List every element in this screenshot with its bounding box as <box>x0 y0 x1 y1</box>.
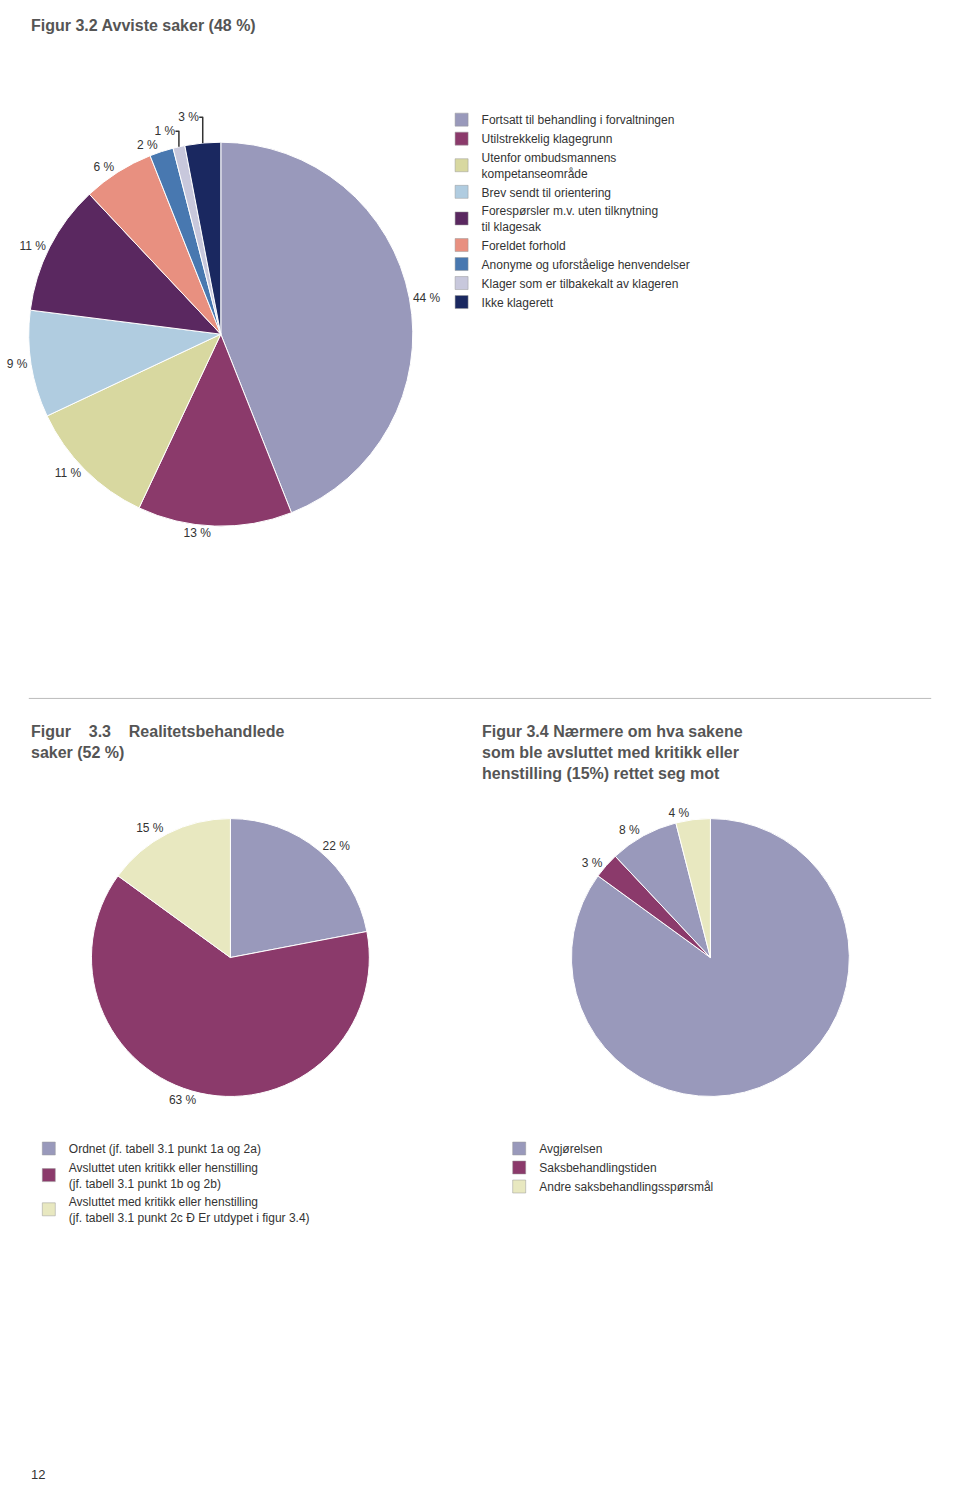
svg-text:4 %: 4 % <box>668 806 689 820</box>
svg-text:22 %: 22 % <box>322 839 350 853</box>
svg-text:Utilstrekkelig klagegrunn: Utilstrekkelig klagegrunn <box>482 132 613 146</box>
svg-text:1 %: 1 % <box>154 124 175 138</box>
svg-text:Utenfor ombudsmannenskompetans: Utenfor ombudsmannenskompetanseområde <box>482 151 617 181</box>
svg-text:3 %: 3 % <box>582 856 603 870</box>
svg-text:Anonyme og uforståelige henven: Anonyme og uforståelige henvendelser <box>482 258 690 272</box>
svg-text:9 %: 9 % <box>7 357 28 371</box>
svg-text:Figur 3.2 Avviste saker (48 %): Figur 3.2 Avviste saker (48 %) <box>31 17 256 34</box>
svg-text:Avgjørelsen: Avgjørelsen <box>539 1142 602 1156</box>
svg-text:11 %: 11 % <box>55 466 82 480</box>
svg-text:13 %: 13 % <box>184 526 212 540</box>
svg-text:63 %: 63 % <box>169 1093 197 1107</box>
svg-text:Figur 3.4 Nærmere om hva saken: Figur 3.4 Nærmere om hva sakenesom ble a… <box>482 723 743 782</box>
svg-text:Avsluttet uten kritikk eller h: Avsluttet uten kritikk eller henstilling… <box>69 1161 258 1191</box>
svg-text:44 %: 44 % <box>413 291 441 305</box>
svg-text:Foreldet forhold: Foreldet forhold <box>482 239 566 253</box>
svg-text:11 %: 11 % <box>19 239 46 253</box>
svg-text:Ikke klagerett: Ikke klagerett <box>482 296 554 310</box>
svg-text:Klager som er tilbakekalt av k: Klager som er tilbakekalt av klageren <box>482 277 679 291</box>
svg-text:8 %: 8 % <box>619 823 640 837</box>
svg-text:Ordnet (jf. tabell 3.1 punkt 1: Ordnet (jf. tabell 3.1 punkt 1a og 2a) <box>69 1142 261 1156</box>
svg-text:Avsluttet med kritikk eller he: Avsluttet med kritikk eller henstilling(… <box>69 1195 310 1225</box>
svg-text:12: 12 <box>31 1467 45 1482</box>
svg-text:Brev sendt til orientering: Brev sendt til orientering <box>482 186 611 200</box>
svg-text:Saksbehandlingstiden: Saksbehandlingstiden <box>539 1161 656 1175</box>
svg-text:Fortsatt til behandling i forv: Fortsatt til behandling i forvaltningen <box>482 113 675 127</box>
svg-text:Figur 3.3 Realitetsbehan: Figur 3.3 Realitetsbehandledesaker (52 %… <box>31 723 285 761</box>
svg-text:6 %: 6 % <box>93 160 114 174</box>
svg-text:2 %: 2 % <box>137 138 158 152</box>
svg-text:3 %: 3 % <box>178 110 199 124</box>
svg-text:Forespørsler m.v. uten tilknyt: Forespørsler m.v. uten tilknytningtil kl… <box>482 204 659 234</box>
svg-text:15 %: 15 % <box>136 821 164 835</box>
svg-text:Andre saksbehandlingsspørsmål: Andre saksbehandlingsspørsmål <box>539 1180 713 1194</box>
